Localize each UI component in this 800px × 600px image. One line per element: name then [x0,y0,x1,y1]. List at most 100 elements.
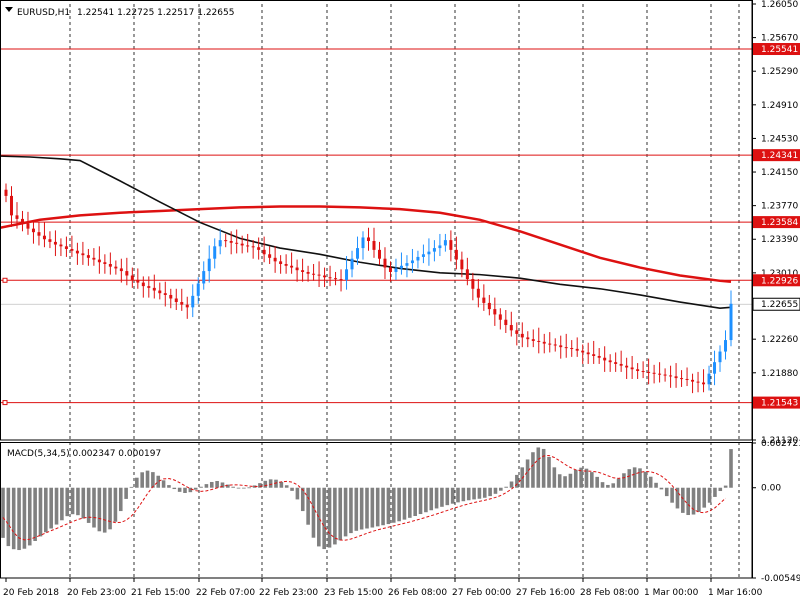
macd-bar [70,487,75,515]
candle-body [339,279,343,281]
candle-body [515,330,519,334]
macd-bar [606,484,610,488]
macd-bar [365,487,369,529]
candle-body [279,261,283,265]
macd-bar [258,483,262,488]
candle-body [64,246,68,249]
candle-body [4,189,8,196]
candle-body [713,362,717,374]
candle-body [268,254,272,258]
candle-body [388,267,392,272]
candle-body [103,262,107,265]
candle-body [658,373,662,375]
macd-bar [193,487,198,490]
macd-bar [290,487,294,491]
macd-bar [482,487,487,498]
price-tick-label: 1.21880 [761,369,798,379]
candle-body [542,341,546,344]
candle-body [493,309,497,315]
macd-bar [359,487,364,530]
time-label: 1 Mar 00:00 [644,588,699,598]
macd-bar [413,487,417,517]
time-label: 21 Feb 15:00 [131,588,190,598]
candle-body [531,339,535,341]
candle-body [603,357,607,361]
macd-bar [183,487,187,493]
time-label: 20 Feb 2018 [3,588,59,598]
line-anchor [2,277,8,283]
macd-bar [622,473,626,488]
candle-body [125,271,129,276]
candle-body [130,275,134,280]
candle-body [399,265,403,269]
candle-body [410,260,414,264]
candle-body [559,345,563,348]
candle-body [345,269,349,280]
current-price-tag [752,297,800,311]
time-label: 27 Feb 00:00 [452,588,511,598]
macd-bar [397,487,401,522]
candle-body [257,247,261,250]
candle-body [663,374,667,376]
candle-body [394,268,398,272]
macd-bar [92,487,96,528]
candle-body [476,288,480,298]
macd-bar [541,448,546,488]
macd-bar [44,487,48,533]
macd-bar [424,487,428,513]
macd-bar [215,480,219,488]
price-tick-label: 1.26050 [761,0,798,10]
candle-body [53,241,57,245]
candle-body [224,240,228,242]
candle-body [163,293,167,295]
macd-bar [525,459,530,488]
price-tag-label: 1.22926 [761,276,798,286]
symbol-label[interactable]: EURUSD,H1 [17,8,70,18]
macd-bar [81,487,86,519]
candle-body [42,235,46,240]
candle-body [674,376,678,379]
candle-body [669,375,673,377]
macd-bar [408,487,412,518]
macd-bar [263,480,268,488]
candle-body [240,243,244,246]
price-tag-label: 1.23584 [761,218,798,228]
dropdown-triangle-icon[interactable] [5,7,13,12]
macd-bar [231,486,235,488]
macd-bar [520,467,525,488]
macd-bar [209,481,214,488]
candle-body [147,286,151,288]
macd-bar [445,487,450,506]
macd-bar [349,487,353,534]
candle-body [702,382,706,385]
candle-body [114,266,118,269]
time-label: 27 Feb 16:00 [516,588,575,598]
macd-bar [333,487,337,545]
macd-bar [247,487,252,489]
line-anchor [2,400,8,406]
candle-body [548,343,552,345]
macd-bar [616,478,621,488]
macd-bar [547,456,551,488]
candle-body [443,240,447,246]
macd-bar [156,475,161,488]
macd-bar [284,485,289,488]
macd-bar [632,467,637,488]
macd-bar [124,487,128,499]
candle-body [449,240,453,250]
macd-bar [450,487,455,504]
macd-bar [161,480,166,488]
macd-bar [60,487,64,521]
time-label: 28 Feb 08:00 [580,588,639,598]
macd-bar [102,487,107,533]
horizontal-lines[interactable] [0,48,752,406]
candle-body [361,237,365,249]
macd-bar [151,472,155,488]
macd-bar [1,487,5,538]
macd-bar [718,487,723,492]
macd-bar [707,487,712,503]
macd-bar [199,486,203,488]
price-tag [753,274,800,287]
candle-body [180,302,184,305]
